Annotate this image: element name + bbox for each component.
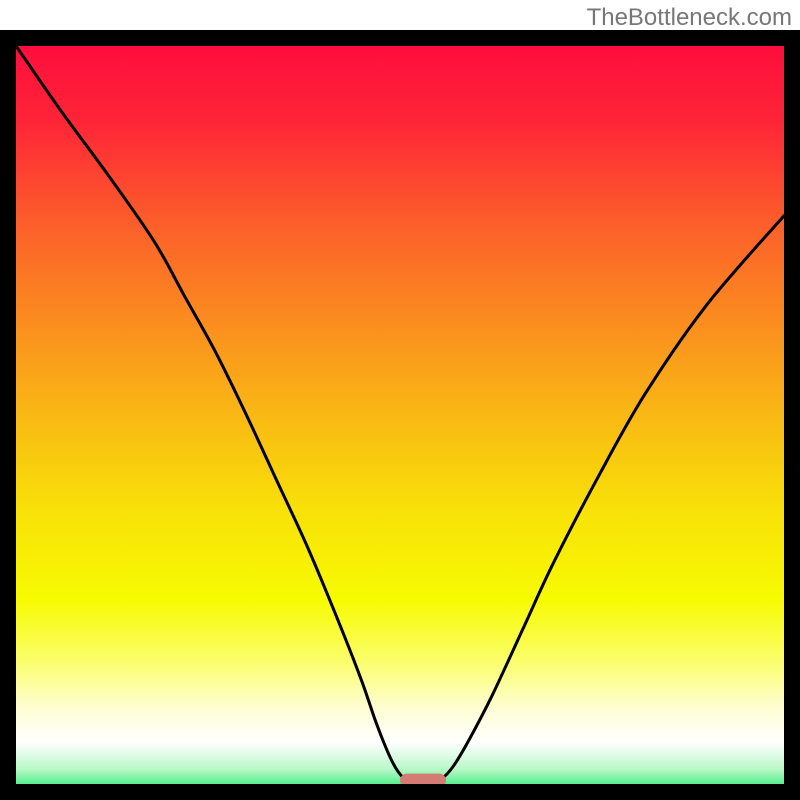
chart-container: TheBottleneck.com bbox=[0, 0, 800, 800]
bottleneck-chart bbox=[0, 0, 800, 800]
plot-background-gradient bbox=[15, 45, 785, 785]
